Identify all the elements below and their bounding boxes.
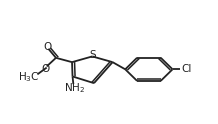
Text: O: O bbox=[41, 63, 49, 74]
Text: NH$_2$: NH$_2$ bbox=[64, 81, 85, 95]
Text: Cl: Cl bbox=[182, 64, 192, 74]
Text: S: S bbox=[90, 50, 96, 60]
Text: O: O bbox=[43, 42, 51, 52]
Text: H$_3$C: H$_3$C bbox=[19, 70, 40, 84]
